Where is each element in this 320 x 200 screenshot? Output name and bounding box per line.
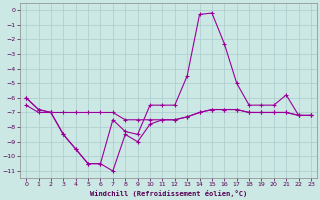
X-axis label: Windchill (Refroidissement éolien,°C): Windchill (Refroidissement éolien,°C) <box>90 190 247 197</box>
